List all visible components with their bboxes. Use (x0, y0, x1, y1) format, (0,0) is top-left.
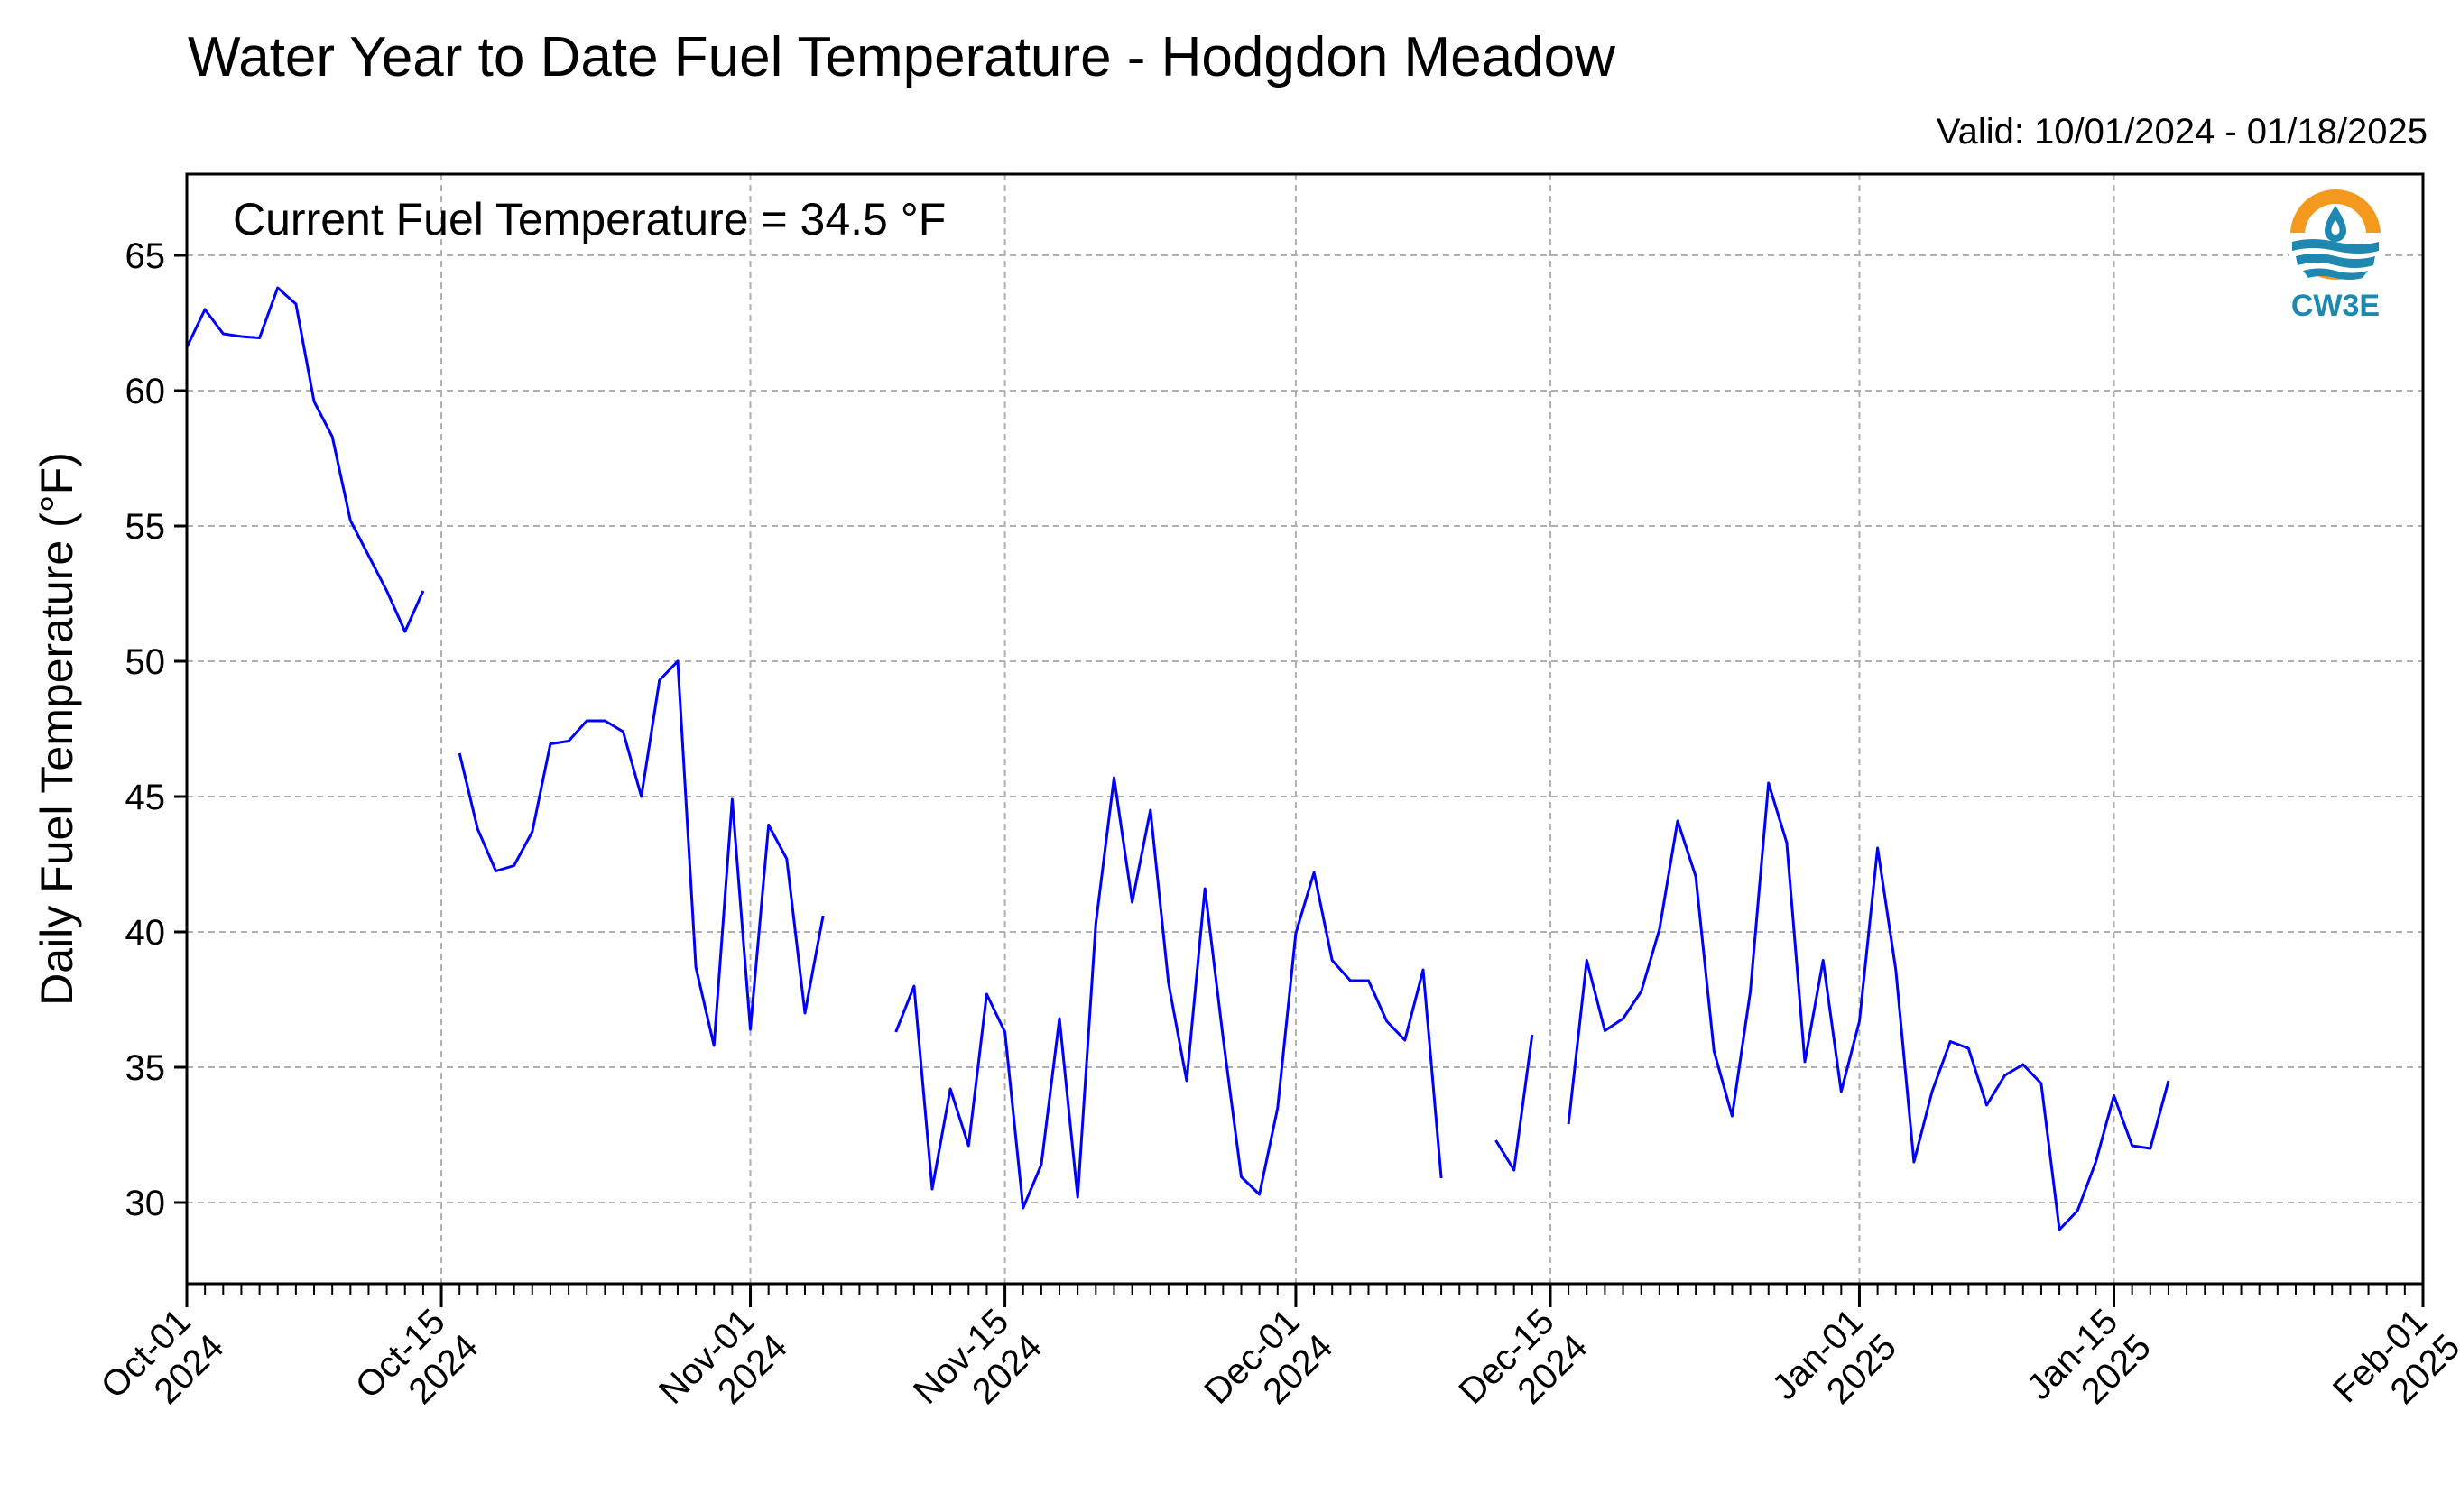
y-tick-label: 30 (125, 1184, 166, 1223)
cw3e-logo: CW3E (2289, 189, 2382, 323)
logo-text: CW3E (2291, 289, 2380, 323)
grid-lines (186, 174, 2424, 1284)
current-temperature-annotation: Current Fuel Temperature = 34.5 °F (233, 194, 946, 244)
y-axis-label: Daily Fuel Temperature (°F) (32, 452, 82, 1006)
y-tick-label: 65 (125, 236, 166, 276)
y-tick-label: 55 (125, 507, 166, 547)
fuel-temperature-line (1567, 781, 2170, 1231)
y-tick-label: 50 (125, 642, 166, 682)
logo-wave-2 (2296, 254, 2375, 268)
y-tick-label: 40 (125, 913, 166, 953)
fuel-temperature-line (894, 776, 1443, 1210)
valid-date-range: Valid: 10/01/2024 - 01/18/2025 (1936, 112, 2428, 152)
logo-wave-1 (2292, 239, 2379, 254)
chart-title: Water Year to Date Fuel Temperature - Ho… (188, 26, 1615, 88)
y-tick-label: 35 (125, 1048, 166, 1088)
plot-frame (185, 172, 2425, 1286)
logo-wave-3 (2303, 268, 2368, 280)
flame-icon (2331, 220, 2340, 235)
fuel-temperature-line (1494, 1034, 1534, 1172)
fuel-temperature-line (185, 286, 425, 633)
y-tick-label: 45 (125, 778, 166, 817)
fuel-temperature-line (458, 659, 825, 1047)
y-tick-label: 60 (125, 372, 166, 411)
data-series (185, 286, 2170, 1231)
